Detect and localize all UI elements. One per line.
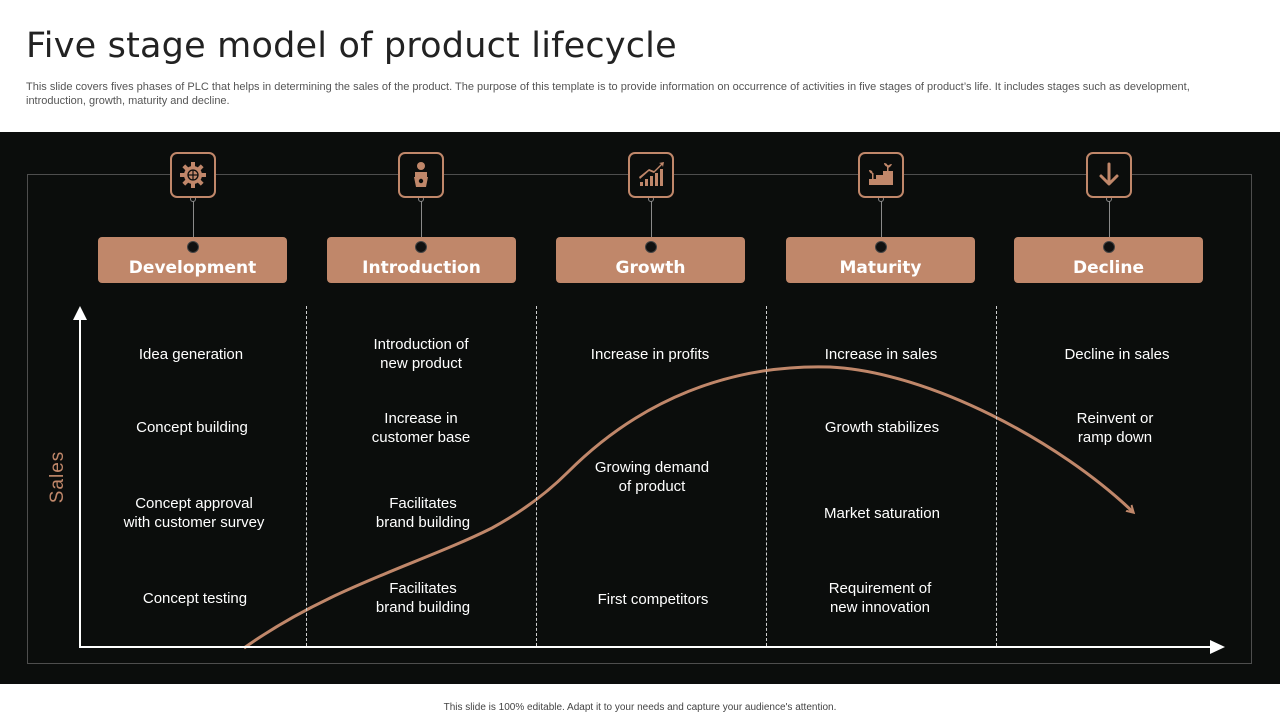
column-divider: [536, 306, 537, 646]
lifecycle-panel: Sales Development Idea generation Concep…: [0, 132, 1280, 684]
column-divider: [996, 306, 997, 646]
stage-dot: [645, 241, 657, 253]
x-axis-arrow: [1210, 640, 1225, 654]
stage-item: Increase in customer base: [371, 410, 471, 446]
slide-description: This slide covers fives phases of PLC th…: [26, 81, 1190, 107]
lifecycle-chart: [73, 306, 1225, 654]
connector-line: [651, 198, 652, 242]
stage-item: Concept building: [136, 419, 248, 436]
stage-item: Growing demand of product: [594, 459, 710, 495]
stage-item: Facilitates brand building: [375, 580, 471, 616]
stage-item: Increase in profits: [590, 346, 710, 363]
stage-item: Growth stabilizes: [824, 419, 940, 436]
stage-item: Requirement of new innovation: [828, 580, 932, 616]
footer-note: This slide is 100% editable. Adapt it to…: [443, 702, 837, 713]
stage-dot: [875, 241, 887, 253]
stage-item: Introduction of new product: [373, 336, 469, 372]
stage-item: Decline in sales: [1064, 346, 1170, 363]
stage-item: Idea generation: [138, 346, 244, 363]
stage-dot: [187, 241, 199, 253]
presenter-icon: [398, 152, 444, 198]
down-arrow-icon: [1086, 152, 1132, 198]
stage-item: Reinvent or ramp down: [1076, 410, 1154, 446]
growth-chart-icon: [628, 152, 674, 198]
stage-introduction: Introduction: [327, 237, 516, 283]
column-divider: [306, 306, 307, 646]
connector-line: [193, 198, 194, 242]
plant-steps-icon: [858, 152, 904, 198]
stage-dot: [1103, 241, 1115, 253]
gear-globe-icon: [170, 152, 216, 198]
slide-title: Five stage model of product lifecycle: [26, 26, 677, 66]
y-axis-arrow: [73, 306, 87, 320]
stage-item: Concept approval with customer survey: [123, 495, 265, 531]
stage-dot: [415, 241, 427, 253]
connector-line: [1109, 198, 1110, 242]
sales-curve: [243, 365, 1133, 650]
connector-line: [881, 198, 882, 242]
stage-item: Increase in sales: [824, 346, 938, 363]
y-axis-label: Sales: [47, 450, 68, 504]
stage-item: Market saturation: [824, 505, 940, 522]
stage-item: Facilitates brand building: [375, 495, 471, 531]
column-divider: [766, 306, 767, 646]
stage-item: Concept testing: [142, 590, 248, 607]
stage-item: First competitors: [597, 591, 709, 608]
connector-line: [421, 198, 422, 242]
